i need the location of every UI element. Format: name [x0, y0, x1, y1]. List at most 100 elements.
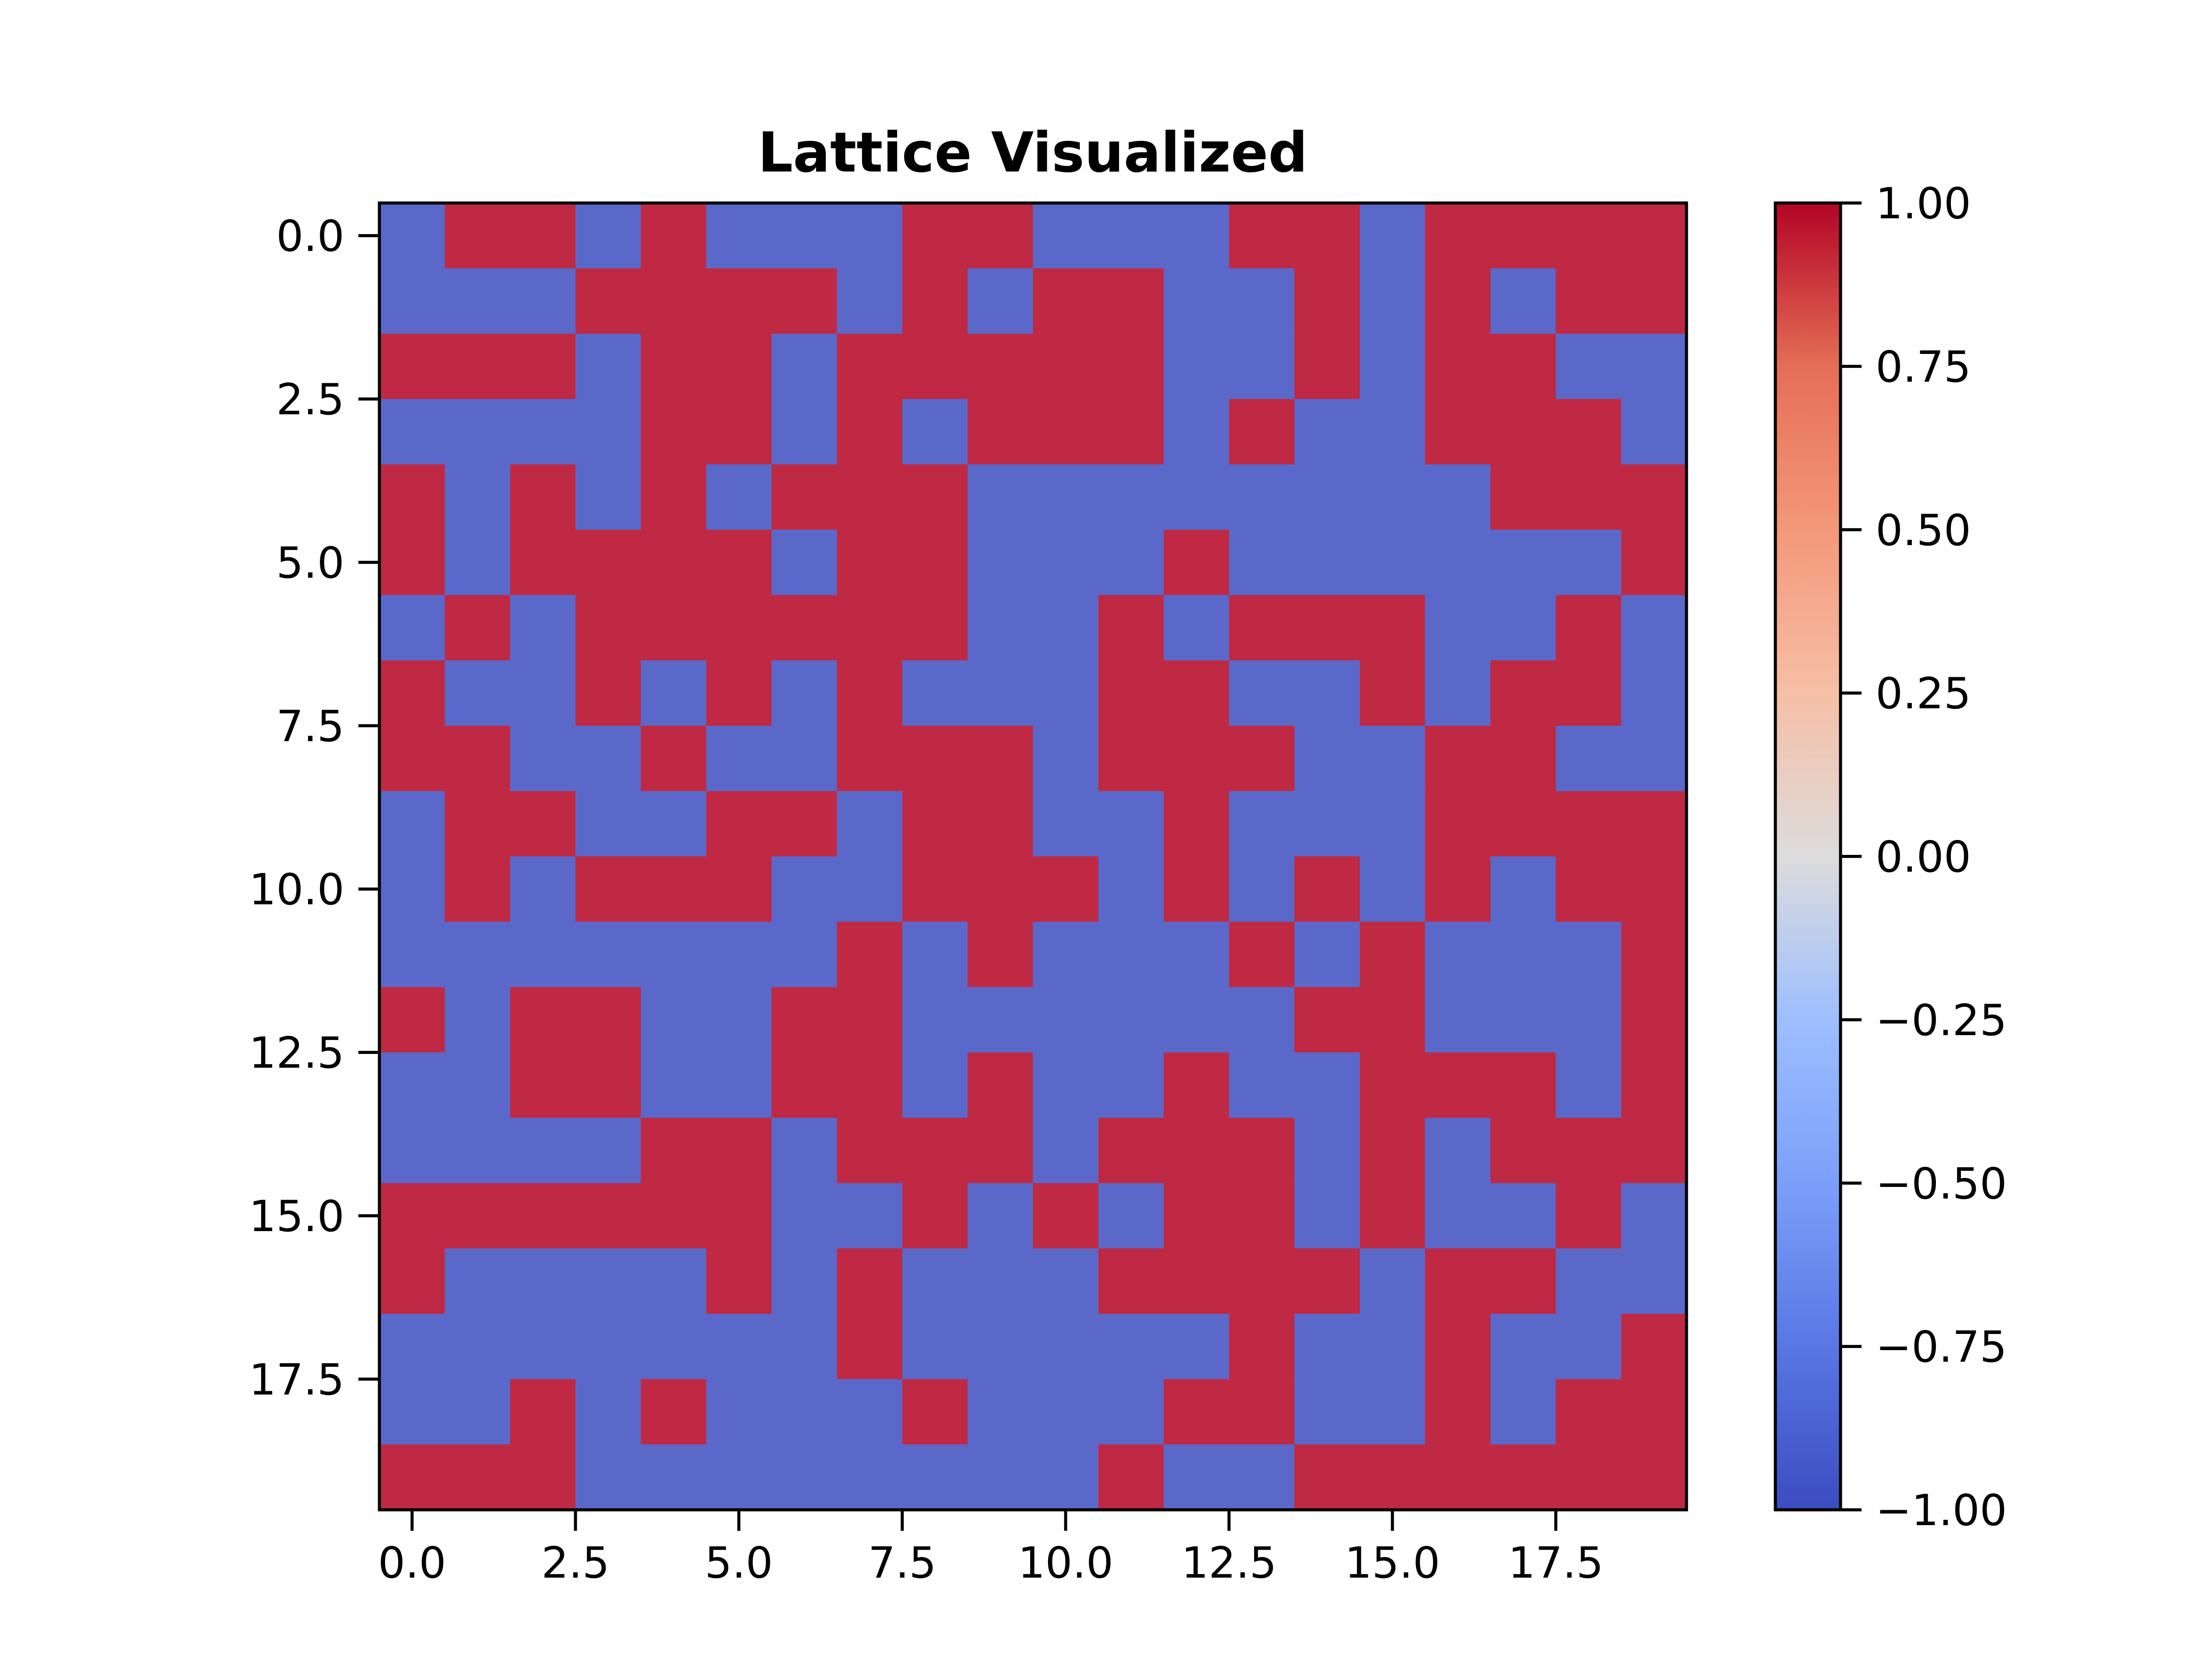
heatmap-cell	[837, 1117, 903, 1184]
heatmap-cell	[968, 725, 1034, 791]
heatmap-cell	[1164, 1444, 1230, 1510]
heatmap-cell	[445, 1117, 511, 1184]
heatmap-cell	[1360, 399, 1426, 465]
heatmap-cell	[1098, 399, 1164, 465]
heatmap-cell	[379, 529, 445, 595]
heatmap-cell	[445, 1248, 511, 1314]
heatmap-cell	[1621, 595, 1687, 661]
heatmap-cell	[1360, 791, 1426, 857]
heatmap-cell	[1033, 1183, 1099, 1249]
heatmap-cell	[575, 1248, 642, 1314]
heatmap-cell	[1098, 856, 1164, 922]
heatmap-cell	[706, 725, 772, 791]
heatmap-cell	[510, 399, 576, 465]
heatmap-cell	[706, 1248, 772, 1314]
heatmap-cell	[1490, 987, 1557, 1053]
heatmap-cell	[641, 1444, 707, 1510]
heatmap-cell	[706, 987, 772, 1053]
heatmap-cell	[445, 1379, 511, 1445]
heatmap-cell	[1490, 268, 1557, 334]
heatmap-cell	[510, 660, 576, 726]
heatmap-cell	[902, 333, 968, 399]
heatmap-cell	[1556, 1117, 1622, 1184]
heatmap-cell	[968, 791, 1034, 857]
heatmap-cell	[379, 1117, 445, 1184]
heatmap-cell	[641, 1379, 707, 1445]
heatmap-cell	[1490, 921, 1557, 987]
heatmap-cell	[968, 1444, 1034, 1510]
heatmap-cell	[902, 1052, 968, 1118]
heatmap-cell	[902, 399, 968, 465]
y-tick-label: 7.5	[276, 702, 344, 752]
colorbar-tick-label: 0.25	[1876, 669, 1971, 719]
heatmap-cell	[1294, 595, 1360, 661]
heatmap-cell	[1098, 529, 1164, 595]
heatmap-cell	[1425, 1248, 1491, 1314]
heatmap-cell	[1033, 1248, 1099, 1314]
x-tick-label: 12.5	[1181, 1538, 1276, 1588]
heatmap-cell	[1033, 333, 1099, 399]
heatmap-cell	[771, 203, 838, 269]
heatmap-cell	[1294, 987, 1360, 1053]
heatmap-cell	[968, 1052, 1034, 1118]
heatmap-cell	[837, 1183, 903, 1249]
heatmap-cell	[968, 464, 1034, 530]
heatmap-cell	[641, 660, 707, 726]
heatmap-cell	[1556, 595, 1622, 661]
heatmap-cell	[706, 464, 772, 530]
heatmap-cell	[1490, 1052, 1557, 1118]
heatmap-cell	[837, 1313, 903, 1380]
heatmap-cell	[575, 1117, 642, 1184]
heatmap-cell	[968, 856, 1034, 922]
heatmap-cell	[1556, 333, 1622, 399]
heatmap-cell	[379, 1379, 445, 1445]
heatmap-cell	[379, 856, 445, 922]
heatmap-cell	[1621, 1313, 1687, 1380]
heatmap-cell	[1556, 1379, 1622, 1445]
heatmap-cell	[1229, 921, 1295, 987]
heatmap-cell	[641, 856, 707, 922]
heatmap-cell	[771, 464, 838, 530]
heatmap-cell	[379, 791, 445, 857]
y-tick-label: 17.5	[249, 1355, 344, 1405]
heatmap-cell	[837, 791, 903, 857]
x-tick-label: 5.0	[705, 1538, 773, 1588]
heatmap-cell	[1425, 1052, 1491, 1118]
heatmap-cell	[1490, 660, 1557, 726]
heatmap-cell	[445, 1183, 511, 1249]
heatmap-cell	[1490, 203, 1557, 269]
heatmap-cell	[1425, 529, 1491, 595]
heatmap-cell	[575, 399, 642, 465]
heatmap-cell	[1098, 333, 1164, 399]
heatmap-cell	[1098, 987, 1164, 1053]
heatmap-cell	[1425, 725, 1491, 791]
heatmap-cell	[1621, 333, 1687, 399]
heatmap-cell	[1490, 333, 1557, 399]
heatmap-cell	[379, 1248, 445, 1314]
heatmap-cell	[1360, 1052, 1426, 1118]
heatmap-cell	[1229, 1183, 1295, 1249]
heatmap-cell	[837, 595, 903, 661]
heatmap-cell	[575, 1379, 642, 1445]
heatmap-cell	[445, 203, 511, 269]
heatmap-cell	[706, 921, 772, 987]
heatmap-cell	[1621, 987, 1687, 1053]
heatmap-cell	[1164, 660, 1230, 726]
heatmap-cells	[379, 203, 1687, 1510]
heatmap-cell	[1621, 725, 1687, 791]
heatmap-cell	[1360, 1183, 1426, 1249]
heatmap-cell	[510, 791, 576, 857]
heatmap-cell	[575, 1052, 642, 1118]
heatmap-cell	[771, 529, 838, 595]
heatmap-cell	[771, 595, 838, 661]
heatmap-cell	[445, 1313, 511, 1380]
heatmap-cell	[510, 1248, 576, 1314]
heatmap-cell	[1621, 529, 1687, 595]
heatmap-cell	[1033, 399, 1099, 465]
heatmap-cell	[1098, 464, 1164, 530]
heatmap-cell	[1425, 987, 1491, 1053]
heatmap-cell	[641, 725, 707, 791]
heatmap-cell	[1360, 1313, 1426, 1380]
heatmap-cell	[1098, 268, 1164, 334]
